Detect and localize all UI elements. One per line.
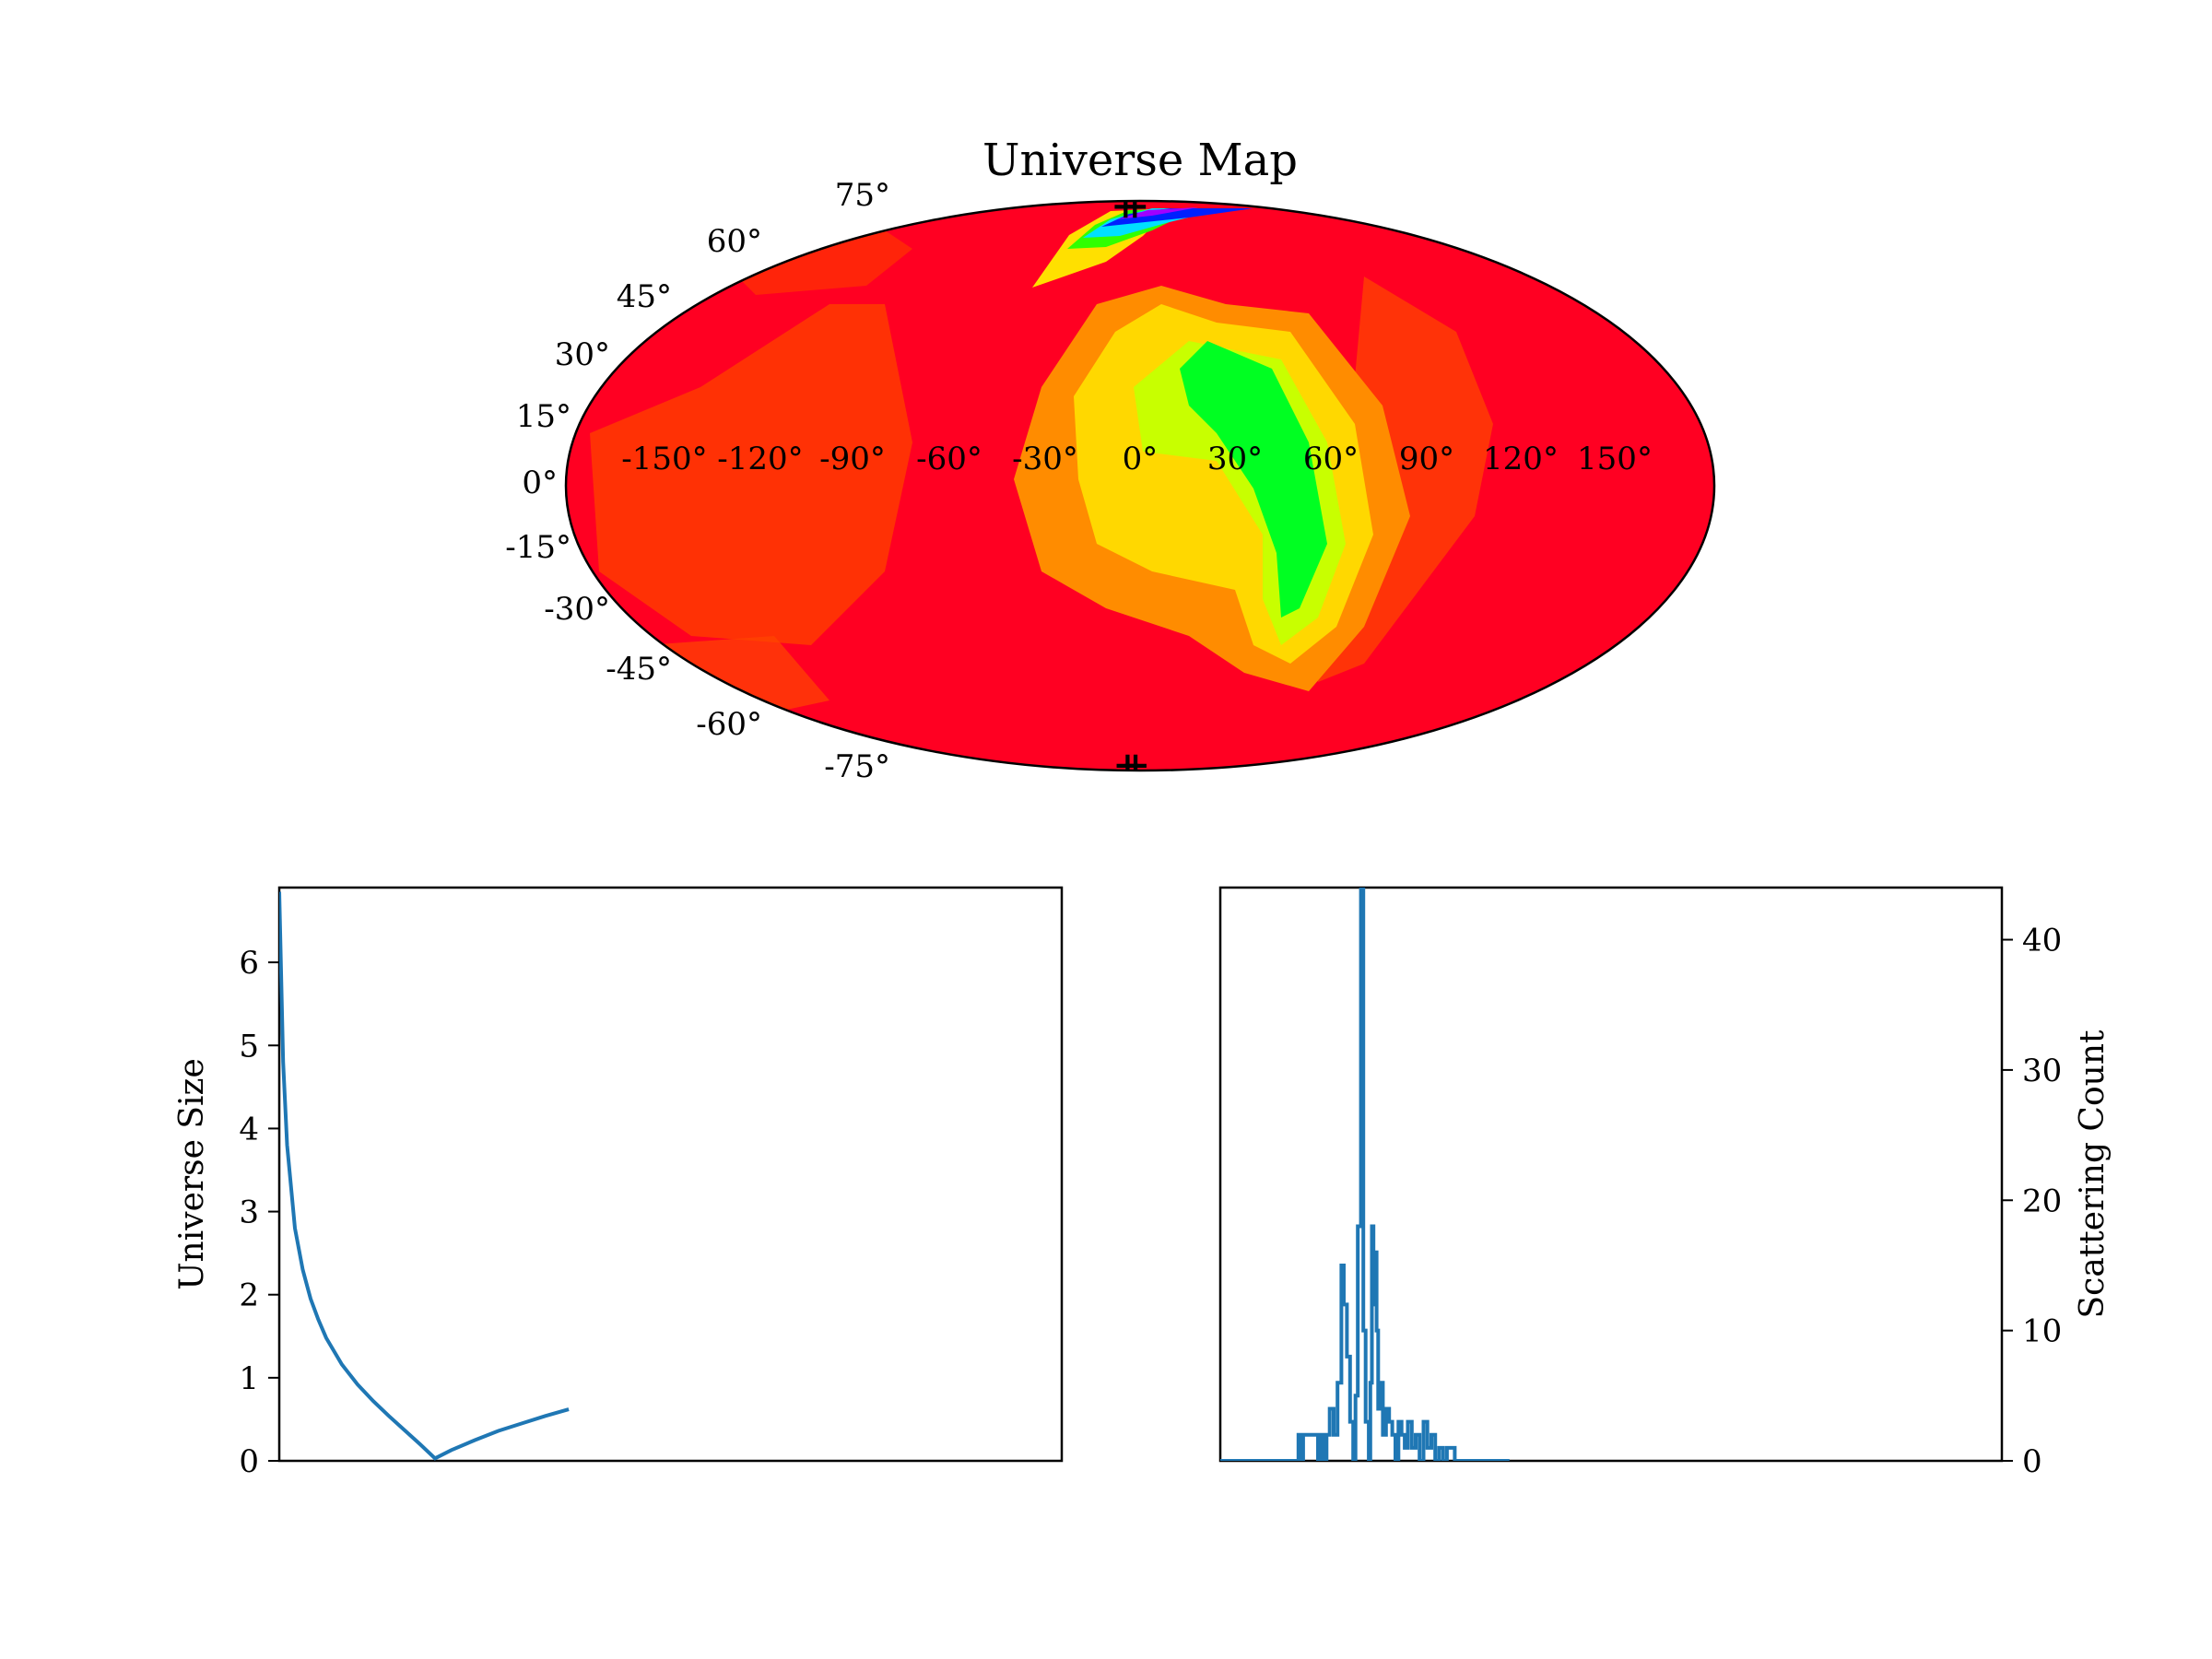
universe-size-axes-frame (277, 886, 1064, 1463)
lon-label-60: 60° (1303, 441, 1359, 477)
universe-size-ylabel: Universe Size (173, 1058, 211, 1290)
universe-map-panel: Universe Map ++++ -150° -120° -90° -60° … (505, 135, 1716, 785)
lon-label-30: 30° (1207, 441, 1263, 477)
lat-label--30: -30° (544, 591, 610, 628)
universe-size-ytick-label-5: 5 (239, 1028, 259, 1065)
map-marker-0: + (1111, 185, 1140, 227)
scattering-count-ytick-label-0: 0 (2022, 1443, 2042, 1480)
lon-label-150: 150° (1577, 441, 1653, 477)
heatmap-orange-left (590, 304, 912, 645)
lon-label--90: -90° (819, 441, 886, 477)
lon-label-90: 90° (1399, 441, 1454, 477)
universe-size-y-ticks: 0 1 2 3 4 5 6 (239, 945, 279, 1480)
scattering-count-ytick-label-1: 10 (2022, 1313, 2062, 1350)
lon-label-120: 120° (1483, 441, 1559, 477)
universe-size-ytick-label-6: 6 (239, 945, 259, 982)
lat-label-0: 0° (522, 465, 558, 501)
lon-label-0: 0° (1123, 441, 1159, 477)
scattering-count-panel: 0 10 20 30 40 Scattering Count (1218, 886, 2112, 1480)
universe-size-ytick-label-4: 4 (239, 1111, 259, 1147)
lat-label-30: 30° (555, 336, 610, 373)
lat-label-60: 60° (707, 223, 762, 260)
lat-label--45: -45° (606, 651, 672, 688)
lat-label-15: 15° (516, 398, 571, 435)
lon-label--150: -150° (621, 441, 707, 477)
map-marker-1: + (1120, 185, 1149, 227)
scattering-count-y-ticks: 0 10 20 30 40 (2002, 923, 2062, 1480)
heatmap-orange-top-left (737, 230, 912, 295)
scattering-count-ytick-label-3: 30 (2022, 1053, 2062, 1089)
scattering-count-ytick-label-4: 40 (2022, 923, 2062, 959)
lon-label--120: -120° (717, 441, 803, 477)
scattering-count-axes-frame (1218, 886, 2004, 1463)
lat-label-75: 75° (835, 177, 890, 214)
scattering-count-ylabel: Scattering Count (2074, 1030, 2112, 1319)
universe-size-ytick-label-1: 1 (239, 1360, 259, 1397)
universe-size-ytick-label-0: 0 (239, 1443, 259, 1480)
map-lat-tick-labels: 75° 60° 45° 30° 15° 0° -15° -30° -45° -6… (505, 177, 890, 785)
heatmap-green-region (1180, 341, 1327, 618)
map-marker-3: + (1121, 744, 1150, 785)
map-markers: ++++ (1111, 185, 1150, 785)
universe-size-ytick-label-2: 2 (239, 1277, 259, 1314)
scattering-count-ytick-label-2: 20 (2022, 1182, 2062, 1219)
map-lon-tick-labels: -150° -120° -90° -60° -30° 0° 30° 60° 90… (621, 441, 1653, 477)
map-outline (564, 199, 1716, 772)
map-title: Universe Map (982, 135, 1298, 186)
lon-label--30: -30° (1012, 441, 1078, 477)
map-heatmap: ++++ (566, 185, 1714, 785)
lat-label--75: -75° (824, 748, 890, 785)
scattering-count-line (1220, 888, 1510, 1461)
lat-label--60: -60° (696, 706, 762, 743)
universe-size-line (279, 891, 570, 1461)
lat-label--15: -15° (505, 529, 571, 566)
heatmap-polar-magenta (1117, 207, 1198, 219)
lon-label--60: -60° (916, 441, 982, 477)
universe-size-panel: 0 1 2 3 4 5 6 Universe Size (173, 886, 1064, 1480)
map-marker-2: + (1112, 744, 1142, 785)
universe-size-ytick-label-3: 3 (239, 1194, 259, 1231)
lat-label-45: 45° (617, 278, 672, 315)
